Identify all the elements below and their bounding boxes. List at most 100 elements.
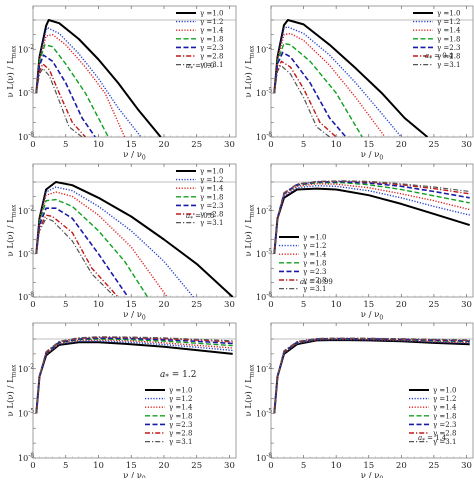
series-line-gamma-7 xyxy=(273,337,470,414)
x-tick-label: 5 xyxy=(63,300,68,310)
plot-frame xyxy=(32,322,237,459)
x-tick-label: 5 xyxy=(301,140,306,150)
legend-entry-label: γ =1.8 xyxy=(433,412,456,420)
series-line-gamma-7 xyxy=(273,180,470,254)
legend-entry-label: γ =1.8 xyxy=(169,412,192,420)
x-tick-label: 5 xyxy=(301,461,306,471)
x-tick-label: 30 xyxy=(224,300,235,310)
series-group xyxy=(273,337,470,414)
x-axis-label: ν / ν0 xyxy=(123,150,146,162)
series-line-gamma-3 xyxy=(273,32,386,137)
x-tick-label: 25 xyxy=(428,300,439,310)
x-tick-label: 25 xyxy=(428,140,439,150)
legend-entry-label: γ =2.3 xyxy=(303,268,326,276)
series-line-gamma-4 xyxy=(35,198,149,297)
series-line-gamma-3 xyxy=(35,33,126,137)
y-axis-label: ν L(ν) / Lmax xyxy=(243,364,256,417)
legend: γ =1.0γ =1.2γ =1.4γ =1.8γ =2.3γ =2.8γ =3… xyxy=(279,234,327,293)
legend: γ =1.0γ =1.2γ =1.4γ =1.8γ =2.3γ =2.8γ =3… xyxy=(176,168,224,227)
y-axis-label: ν L(ν) / Lmax xyxy=(5,204,18,257)
series-line-gamma-1 xyxy=(35,19,162,137)
y-tick-label: 10-2 xyxy=(256,363,272,374)
x-axis-label: ν / ν0 xyxy=(123,310,146,322)
legend-entry-label: γ =1.0 xyxy=(200,10,223,18)
y-tick-label: 10-2 xyxy=(18,363,34,374)
y-tick-label: 10-5 xyxy=(18,408,34,419)
x-tick-label: 30 xyxy=(461,461,472,471)
spin-annotation: a* = 1.2 xyxy=(160,370,196,381)
series-line-gamma-3 xyxy=(35,191,168,297)
y-tick-label: 10-5 xyxy=(256,408,272,419)
legend-entry-label: γ =2.8 xyxy=(437,53,460,61)
x-tick-label: 30 xyxy=(224,461,235,471)
legend-entry-label: γ =1.0 xyxy=(303,234,326,242)
legend-entry-label: γ =1.8 xyxy=(200,193,223,201)
x-tick-label: 10 xyxy=(93,140,104,150)
y-axis-label: ν L(ν) / Lmax xyxy=(5,364,18,417)
legend-entry-label: γ =1.2 xyxy=(437,18,460,26)
x-tick-label: 10 xyxy=(331,300,342,310)
x-tick-label: 25 xyxy=(191,140,202,150)
legend-entry-label: γ =3.1 xyxy=(433,438,456,446)
series-line-gamma-2 xyxy=(273,26,402,137)
spin-annotation: a* = 0.0 xyxy=(186,62,214,72)
legend-entry-label: γ =1.2 xyxy=(200,18,223,26)
x-tick-label: 15 xyxy=(363,461,374,471)
y-tick-label: 10-5 xyxy=(18,248,34,259)
y-tick-label: 10-2 xyxy=(256,44,272,55)
x-tick-label: 15 xyxy=(363,300,374,310)
legend-entry-label: γ =3.1 xyxy=(200,61,223,69)
x-tick-label: 10 xyxy=(93,300,104,310)
x-tick-label: 15 xyxy=(126,461,137,471)
y-tick-label: 10-8 xyxy=(18,132,34,143)
legend-entry-label: γ =2.8 xyxy=(433,430,456,438)
series-line-gamma-7 xyxy=(273,64,330,137)
plot-frame xyxy=(32,5,237,138)
legend-entry-label: γ =1.0 xyxy=(433,387,456,395)
panel-4: 0 5 10 15 20 25 30 10-2 10-5 10-8 ν / ν0 ν L(ν) / L… xyxy=(243,163,474,322)
x-tick-label: 25 xyxy=(191,461,202,471)
legend-entry-label: γ =3.1 xyxy=(169,438,192,446)
x-tick-label: 10 xyxy=(93,461,104,471)
x-tick-label: 0 xyxy=(30,461,35,471)
panel-6: 0 5 10 15 20 25 30 10-2 10-5 10-8 ν / ν0 ν L(ν) / L… xyxy=(243,322,474,482)
spin-annotation: a* = 0.8 xyxy=(186,212,214,222)
x-tick-label: 0 xyxy=(30,300,35,310)
y-tick-label: 10-2 xyxy=(18,205,34,216)
spin-annotation: a* = 1.4 xyxy=(418,434,447,444)
legend-entry-label: γ =2.3 xyxy=(169,421,192,429)
y-axis-label: ν L(ν) / Lmax xyxy=(243,45,256,98)
series-line-gamma-2 xyxy=(35,186,194,297)
x-tick-label: 10 xyxy=(331,461,342,471)
x-axis-label: ν / ν0 xyxy=(123,471,146,478)
series-line-gamma-6 xyxy=(35,336,233,414)
panel-5: 0 5 10 15 20 25 30 10-2 10-5 10-8 ν / ν0 ν L(ν) / L… xyxy=(5,322,237,482)
x-tick-label: 5 xyxy=(301,300,306,310)
plot-frame xyxy=(270,322,474,459)
x-tick-label: 20 xyxy=(396,140,407,150)
series-line-gamma-7 xyxy=(35,336,233,414)
legend-entry-label: γ =1.4 xyxy=(169,404,193,412)
y-tick-label: 10-2 xyxy=(18,44,34,55)
x-tick-label: 25 xyxy=(428,461,439,471)
series-group xyxy=(35,19,162,137)
series-group xyxy=(35,181,234,297)
legend: γ =1.0γ =1.2γ =1.4γ =1.8γ =2.3γ =2.8γ =3… xyxy=(145,387,193,446)
x-tick-label: 5 xyxy=(63,461,68,471)
y-tick-label: 10-2 xyxy=(256,205,272,216)
x-tick-label: 20 xyxy=(159,140,170,150)
legend-entry-label: γ =2.8 xyxy=(169,430,192,438)
series-line-gamma-5 xyxy=(35,54,96,137)
series-line-gamma-4 xyxy=(273,42,363,137)
legend-entry-label: γ =2.3 xyxy=(200,202,223,210)
x-tick-label: 30 xyxy=(461,140,472,150)
legend-entry-label: γ =1.4 xyxy=(200,27,224,35)
y-tick-label: 10-5 xyxy=(18,88,34,99)
legend: γ =1.0γ =1.2γ =1.4γ =1.8γ =2.3γ =2.8γ =3… xyxy=(413,10,461,69)
series-line-gamma-6 xyxy=(35,63,86,137)
series-line-gamma-5 xyxy=(273,51,347,137)
x-axis-label: ν / ν0 xyxy=(361,310,384,322)
legend-entry-label: γ =1.2 xyxy=(169,395,192,403)
series-line-gamma-2 xyxy=(35,340,233,414)
x-tick-label: 30 xyxy=(461,300,472,310)
